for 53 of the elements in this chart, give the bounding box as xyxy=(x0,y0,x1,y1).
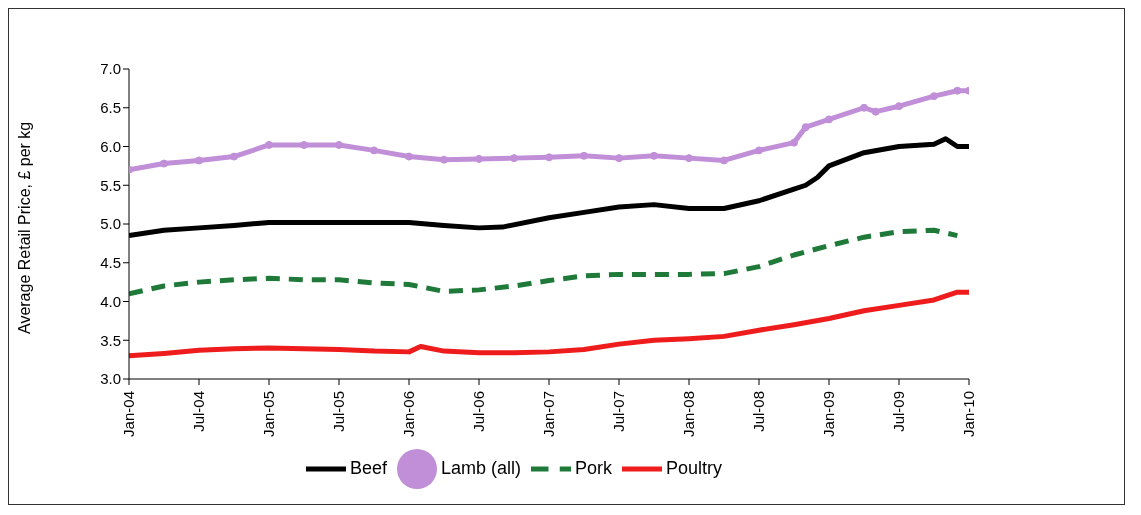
point xyxy=(335,140,343,149)
x-tick-label: Jul-06 xyxy=(470,391,488,432)
point xyxy=(860,103,868,112)
point xyxy=(300,140,308,149)
x-tick-label: Jan-07 xyxy=(540,391,558,437)
point xyxy=(720,156,728,165)
point xyxy=(195,156,203,165)
legend-label: Beef xyxy=(349,457,387,478)
point xyxy=(475,154,483,163)
point xyxy=(825,115,833,124)
x-tick-label: Jul-08 xyxy=(750,391,768,432)
x-tick-label: Jul-09 xyxy=(890,391,908,432)
y-tick-label: 4.5 xyxy=(100,254,121,272)
y-tick-label: 3.0 xyxy=(100,370,121,388)
point xyxy=(370,146,378,155)
point xyxy=(871,107,880,116)
y-tick-label: 6.0 xyxy=(100,137,121,155)
y-tick-label: 6.5 xyxy=(100,99,121,117)
point xyxy=(790,138,798,147)
point xyxy=(230,152,238,161)
y-tick-label: 5.5 xyxy=(100,176,121,194)
x-tick-label: Jul-07 xyxy=(610,391,628,432)
y-tick-label: 4.0 xyxy=(100,292,121,310)
x-tick-label: Jul-04 xyxy=(190,391,208,432)
point xyxy=(580,151,588,160)
point xyxy=(545,153,553,162)
point xyxy=(953,86,962,95)
point xyxy=(265,140,273,149)
x-tick-label: Jan-06 xyxy=(400,391,418,437)
y-tick-label: 5.0 xyxy=(100,215,121,233)
point xyxy=(510,154,518,163)
point xyxy=(755,146,763,155)
point xyxy=(405,152,413,161)
legend-label: Lamb (all) xyxy=(440,457,521,478)
x-tick-label: Jan-10 xyxy=(960,391,978,437)
x-tick-label: Jan-05 xyxy=(260,391,278,437)
x-tick-label: Jan-08 xyxy=(680,391,698,437)
point xyxy=(895,102,903,111)
x-tick-label: Jan-09 xyxy=(820,391,838,437)
x-tick-label: Jul-05 xyxy=(330,391,348,432)
point xyxy=(615,154,623,163)
y-axis-title: Average Retail Price, £ per kg xyxy=(15,121,33,334)
point xyxy=(160,159,168,168)
point xyxy=(440,155,448,164)
legend-label: Poultry xyxy=(666,457,723,478)
legend-label: Pork xyxy=(575,457,613,478)
point xyxy=(650,151,658,160)
y-tick-label: 3.5 xyxy=(100,331,121,349)
y-tick-label: 7.0 xyxy=(100,60,121,78)
point xyxy=(930,92,938,101)
point xyxy=(685,154,693,163)
x-tick-label: Jan-04 xyxy=(120,391,138,437)
point xyxy=(801,123,810,132)
